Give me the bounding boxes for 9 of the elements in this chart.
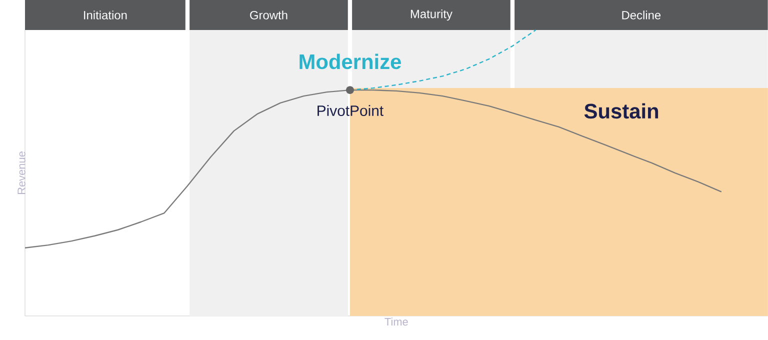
series-label: Modernize [300, 54, 401, 70]
text: Growth [250, 10, 288, 20]
annotation: PivotPoint [318, 105, 384, 116]
text: Maturity [410, 9, 452, 21]
x-axis-title: Time [384, 318, 408, 326]
text: Initiation [84, 10, 127, 20]
text: Decline [622, 10, 661, 20]
y-axis-title: Revenue [18, 152, 26, 194]
series-label: Sustain [584, 103, 658, 119]
